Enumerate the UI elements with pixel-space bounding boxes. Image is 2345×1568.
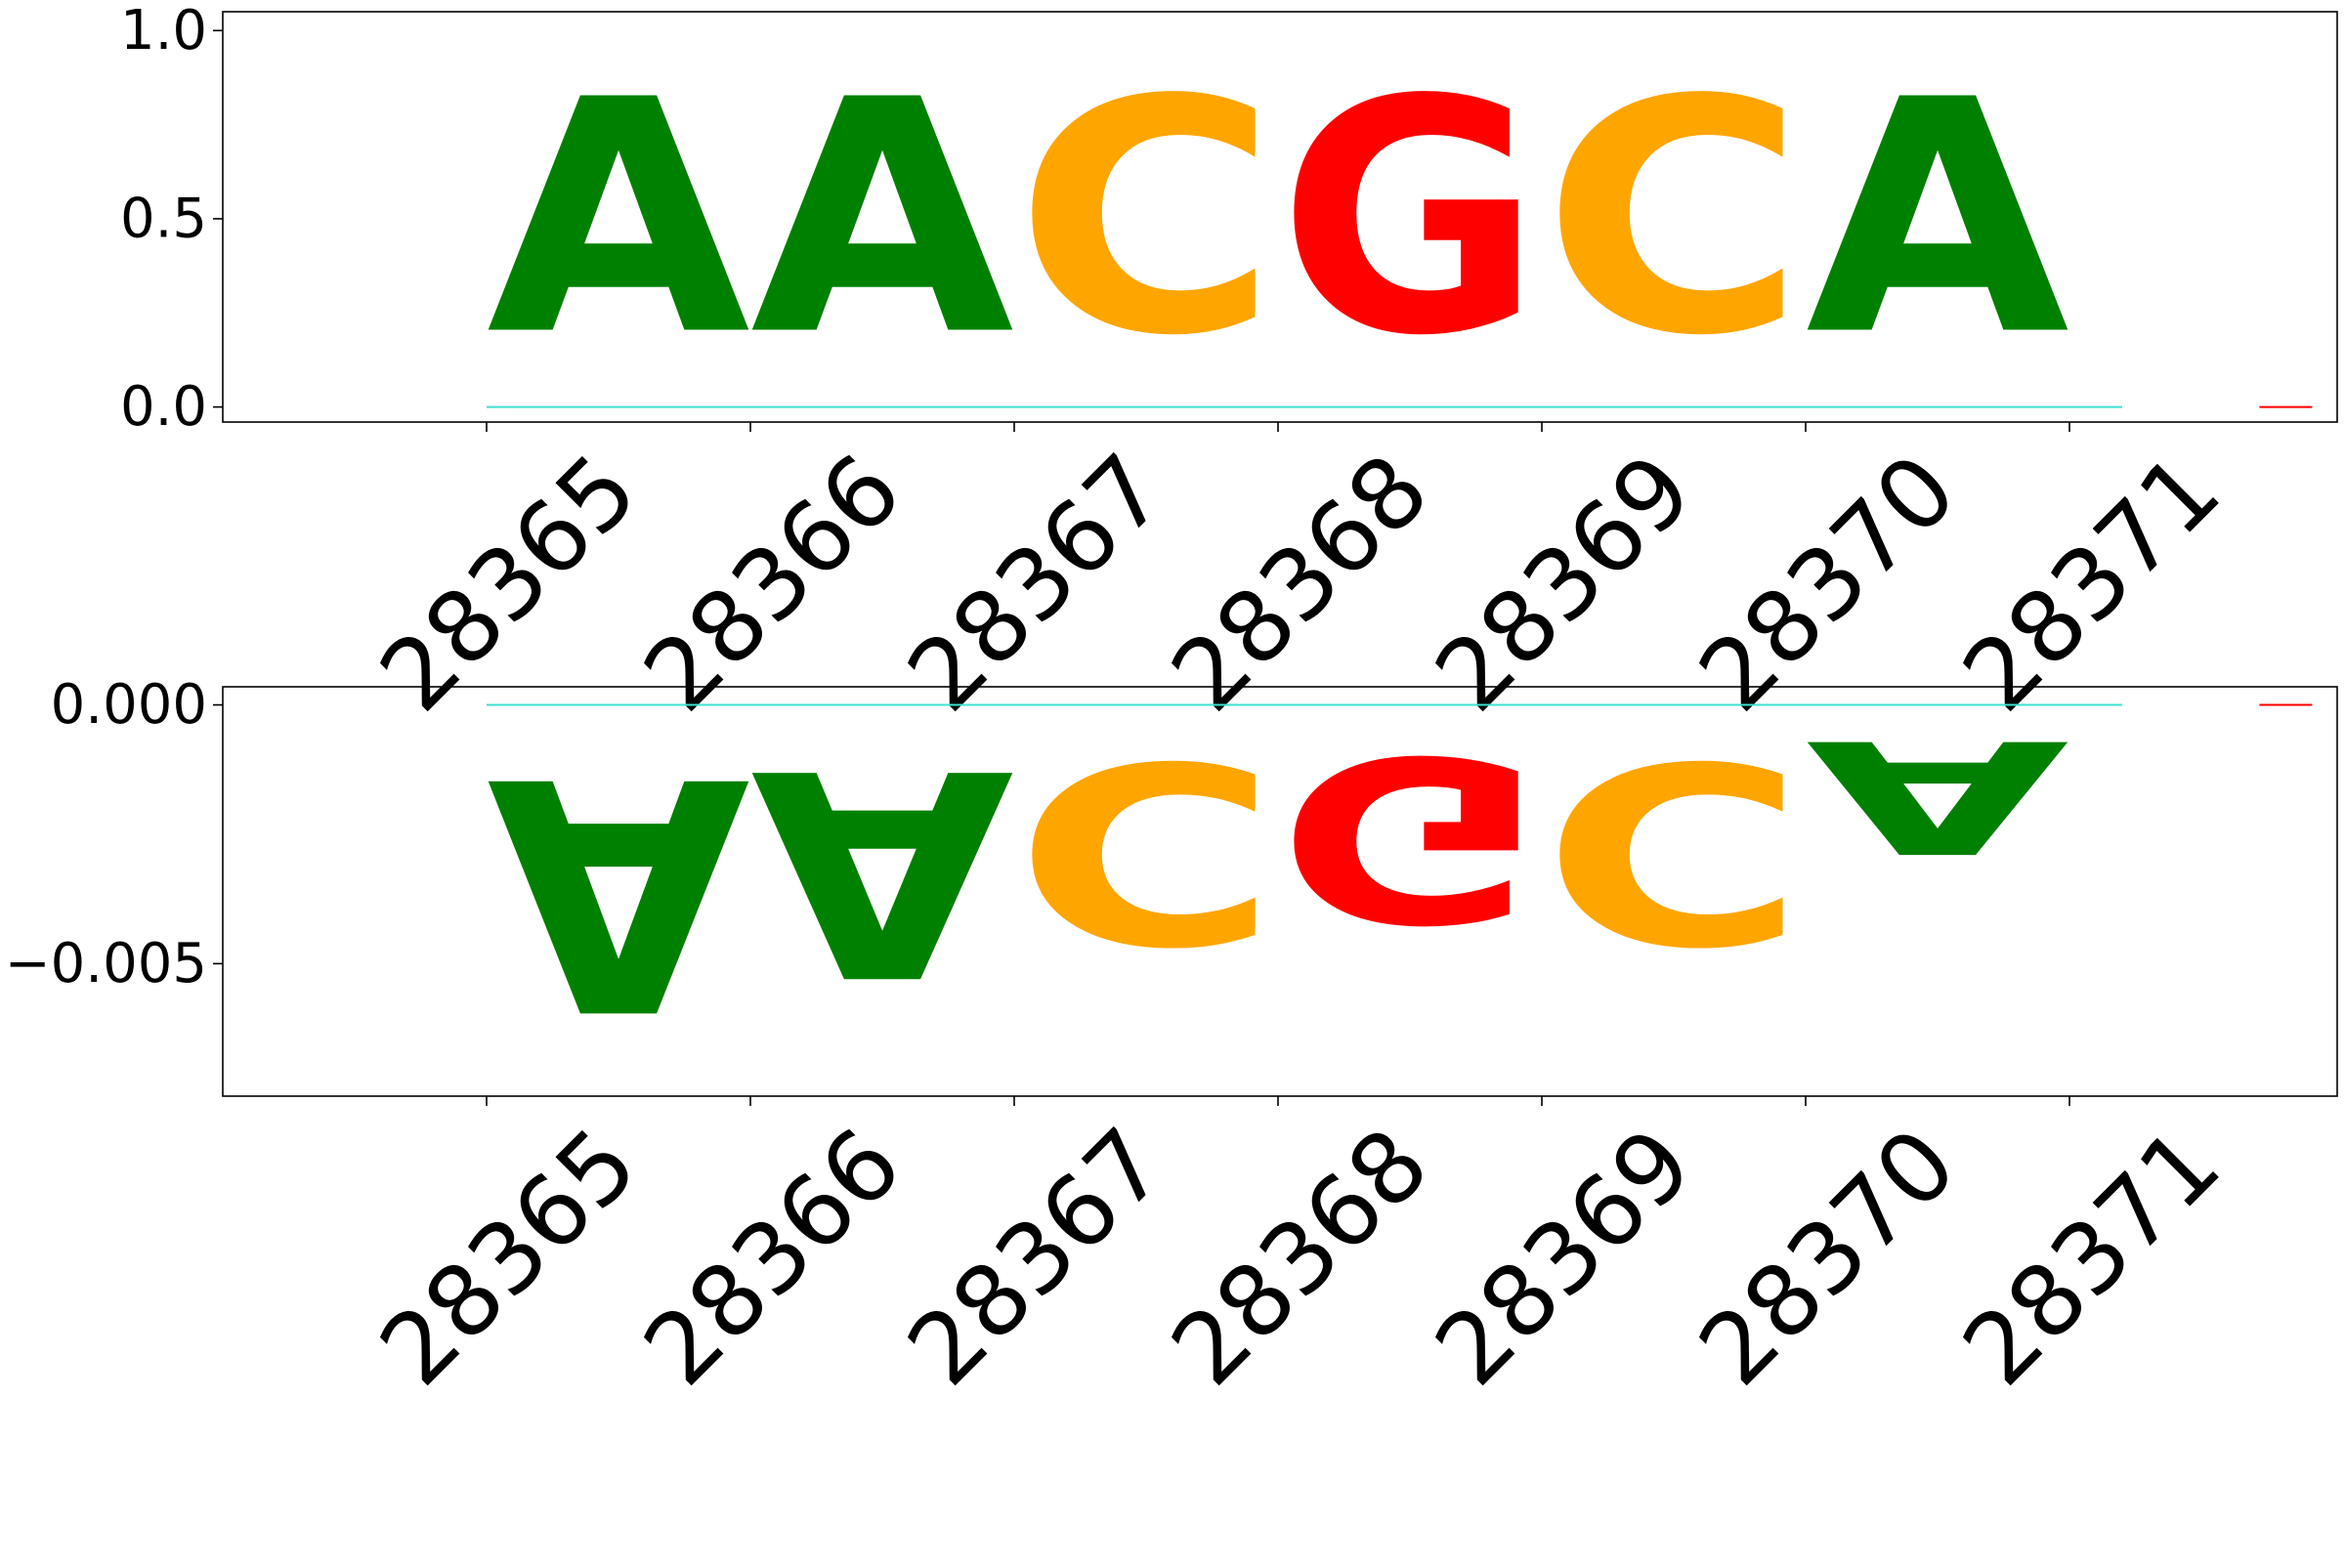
letter-C-28369: C [1542, 32, 1806, 406]
x-tick-label-28370: 28370 [1678, 433, 1979, 734]
letter-C-28367: C [1014, 705, 1278, 994]
y-tick-label: 1.0 [120, 0, 207, 63]
x-tick-label-28368: 28368 [1150, 433, 1451, 734]
x-tick-label-28367: 28367 [886, 433, 1187, 734]
letter-A-28366: A [750, 705, 1017, 1036]
plot-frame [222, 11, 2338, 423]
x-tick-label-28366: 28366 [622, 433, 923, 734]
letter-C-28369: C [1542, 705, 1806, 994]
letter-A-28366: A [750, 31, 1017, 405]
x-tick-label-28369: 28369 [1414, 433, 1715, 734]
plot-frame [222, 686, 2338, 1097]
letter-A-28370: A [1806, 31, 2072, 405]
letter-A-28365: A [487, 706, 753, 1077]
x-tick-label-28368: 28368 [1150, 1107, 1451, 1408]
y-tick-label: 0.5 [120, 187, 207, 250]
y-axis: 0.000 −0.005 [5, 673, 223, 996]
x-tick-label-28370: 28370 [1678, 1107, 1979, 1408]
y-tick-label: 0.0 [120, 375, 207, 439]
letter-A-28365: A [487, 31, 753, 405]
letter-G-28368: G [1278, 705, 1542, 968]
logo-panel-1: A A C G C A0.00.51.02836528366283672836828369… [120, 0, 2338, 734]
y-axis: 0.0 0.5 1.0 [120, 0, 223, 439]
x-tick-label-28365: 28365 [359, 433, 660, 734]
letter-C-28367: C [1014, 32, 1278, 406]
x-tick-label-28365: 28365 [359, 1107, 660, 1408]
letter-G-28368: G [1278, 31, 1542, 405]
y-tick-label: 0.000 [51, 673, 207, 737]
x-tick-label-28369: 28369 [1414, 1107, 1715, 1408]
y-tick-label: −0.005 [5, 932, 207, 996]
x-tick-label-28367: 28367 [886, 1107, 1187, 1408]
letter-A-28370: A [1806, 705, 2072, 885]
x-tick-label-28366: 28366 [622, 1107, 923, 1408]
logo-panel-2: A A C G C A0.000−0.00528365283662836728368283… [5, 673, 2338, 1408]
x-tick-label-28371: 28371 [1941, 1107, 2242, 1408]
x-tick-label-28371: 28371 [1941, 433, 2242, 734]
